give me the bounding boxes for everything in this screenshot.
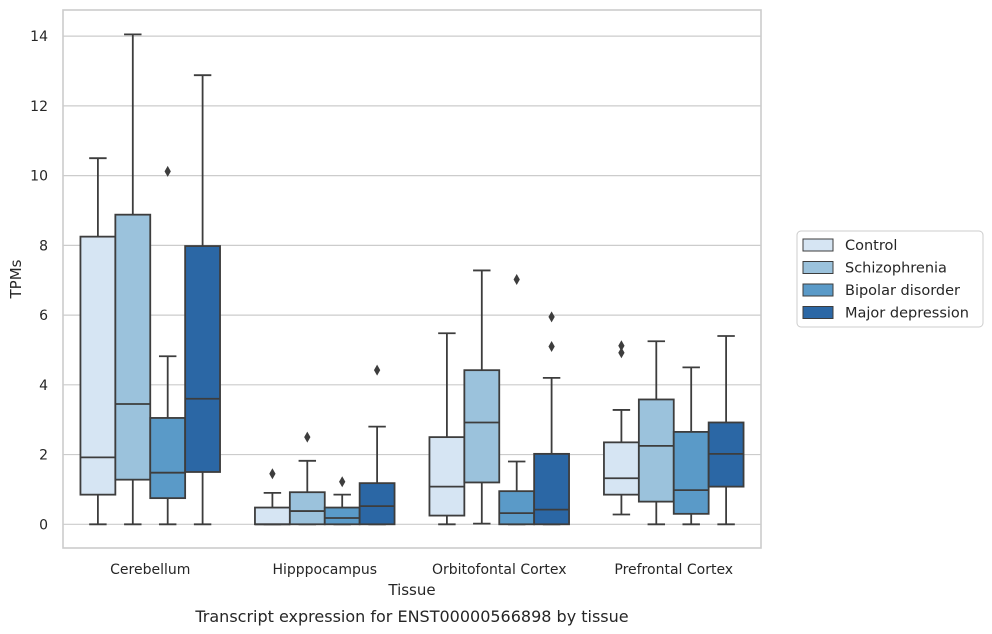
outlier-point (548, 340, 555, 352)
box-1-0 (254, 468, 291, 526)
outlier-point (269, 468, 276, 480)
plot-frame (62, 9, 762, 549)
y-tick-labels: 0 2 4 6 8 10 12 14 (30, 29, 48, 533)
x-tick-label: Cerebellum (110, 562, 190, 578)
box-body (323, 506, 361, 526)
y-tick-label: 12 (30, 99, 48, 115)
outlier-point (618, 347, 625, 359)
legend-swatch (802, 261, 834, 274)
y-tick-label: 14 (30, 29, 48, 45)
legend-swatch (802, 306, 834, 319)
outlier-point (618, 340, 625, 352)
box-0-0 (79, 157, 117, 526)
box-3-0 (603, 340, 640, 516)
box-3-2 (672, 366, 710, 526)
legend-label: Control (845, 238, 897, 254)
y-tick-label: 2 (39, 448, 48, 464)
x-tick-label: Hipppocampus (272, 562, 377, 578)
legend-frame (796, 230, 984, 328)
box-body (254, 506, 291, 526)
box-0-2 (149, 165, 187, 526)
box-0-1 (114, 33, 152, 526)
y-axis-label: TPMs (7, 259, 25, 299)
outlier-point (164, 165, 171, 177)
legend: Control Schizophrenia Bipolar disorder Majo… (796, 230, 984, 328)
box-3-1 (637, 340, 675, 526)
box-body (79, 235, 117, 496)
legend-label: Bipolar disorder (845, 283, 960, 299)
legend-swatch (802, 238, 834, 252)
legend-label: Major depression (845, 306, 969, 322)
y-tick-label: 8 (39, 238, 48, 254)
legend-label: Schizophrenia (845, 261, 947, 277)
box-2-2 (498, 274, 536, 526)
box-body (184, 245, 221, 473)
box-body (533, 452, 570, 526)
y-tick-label: 10 (30, 169, 48, 185)
box-body (114, 213, 152, 481)
y-tick-label: 4 (39, 378, 48, 394)
outlier-point (339, 476, 346, 488)
outlier-point (304, 431, 311, 443)
y-tick-label: 6 (39, 308, 48, 324)
box-body (603, 441, 640, 496)
box-3-3 (707, 335, 745, 526)
box-1-3 (358, 364, 396, 526)
outlier-point (373, 364, 381, 376)
x-tick-label: Prefrontal Cortex (614, 562, 733, 578)
box-body (463, 369, 501, 484)
y-tick-label: 0 (39, 517, 48, 533)
x-axis-label: Tissue (387, 581, 435, 599)
box-body (637, 398, 675, 503)
box-series (79, 33, 745, 526)
box-2-1 (463, 269, 501, 525)
box-body (149, 417, 187, 500)
box-body (428, 436, 466, 517)
box-body (672, 430, 710, 515)
chart-caption: Transcript expression for ENST0000056689… (194, 607, 628, 626)
legend-swatch (802, 283, 834, 297)
box-body (288, 491, 326, 526)
x-tick-labels: Cerebellum Hipppocampus Orbitofontal Corte… (110, 562, 733, 578)
box-body (498, 490, 536, 526)
outlier-point (548, 311, 555, 323)
box-body (358, 482, 396, 526)
box-2-3 (533, 311, 570, 526)
outlier-point (513, 274, 520, 286)
x-tick-label: Orbitofontal Cortex (432, 562, 567, 578)
box-1-1 (288, 431, 326, 526)
box-0-3 (184, 74, 221, 526)
